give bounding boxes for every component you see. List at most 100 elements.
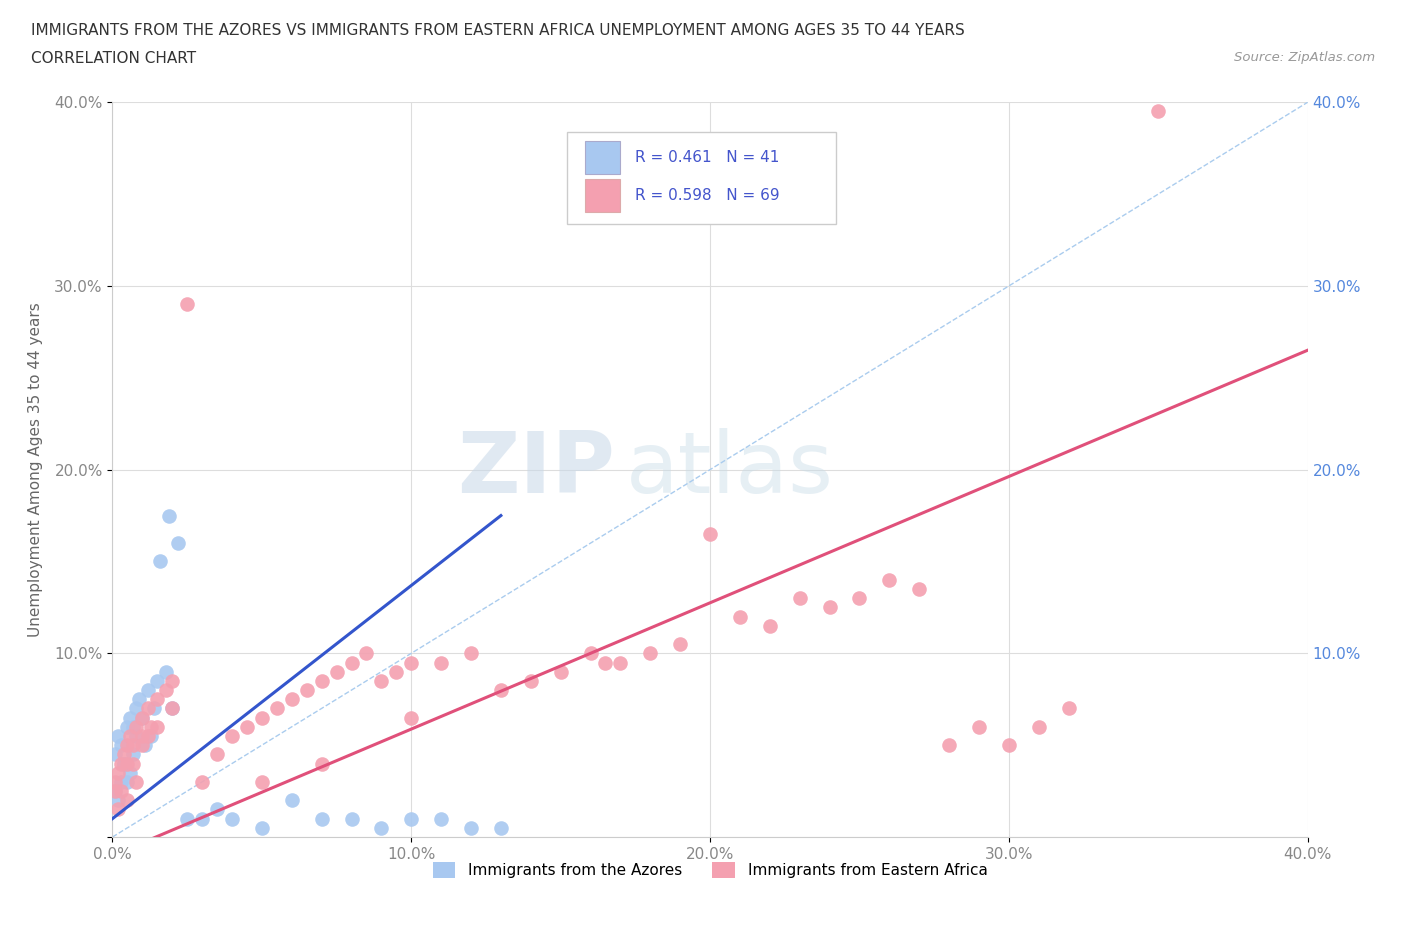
Point [879, 572, 901, 588]
Point [191, 775, 214, 790]
Point [107, 802, 129, 817]
Point [1147, 104, 1170, 119]
Point [110, 737, 132, 752]
Point [128, 692, 150, 707]
Point [120, 728, 142, 743]
Point [728, 609, 751, 624]
Text: IMMIGRANTS FROM THE AZORES VS IMMIGRANTS FROM EASTERN AFRICA UNEMPLOYMENT AMONG : IMMIGRANTS FROM THE AZORES VS IMMIGRANTS… [31, 23, 965, 38]
Point [938, 737, 960, 752]
Y-axis label: Unemployment Among Ages 35 to 44 years: Unemployment Among Ages 35 to 44 years [28, 302, 44, 637]
Point [489, 683, 512, 698]
Point [157, 508, 180, 523]
Point [114, 756, 135, 771]
Point [908, 581, 931, 596]
Point [669, 637, 692, 652]
Text: atlas: atlas [627, 428, 834, 512]
Point [125, 775, 148, 790]
Point [311, 811, 333, 826]
Point [107, 728, 129, 743]
Point [117, 720, 139, 735]
Point [117, 756, 139, 771]
Point [110, 784, 132, 799]
Point [370, 820, 392, 835]
Point [281, 692, 304, 707]
Point [110, 756, 132, 771]
Point [789, 591, 811, 605]
FancyBboxPatch shape [585, 179, 620, 212]
Point [311, 673, 333, 688]
Point [401, 811, 423, 826]
Point [520, 673, 543, 688]
Point [131, 711, 153, 725]
Point [143, 701, 166, 716]
Point [401, 711, 423, 725]
Point [266, 701, 288, 716]
FancyBboxPatch shape [567, 132, 835, 223]
Legend: Immigrants from the Azores, Immigrants from Eastern Africa: Immigrants from the Azores, Immigrants f… [426, 857, 994, 884]
Point [640, 645, 662, 660]
Point [162, 673, 183, 688]
Point [250, 820, 273, 835]
Point [134, 737, 156, 752]
Point [356, 645, 378, 660]
Point [125, 728, 148, 743]
Point [998, 737, 1021, 752]
Point [221, 811, 243, 826]
Point [430, 655, 453, 670]
Point [104, 747, 127, 762]
Point [281, 792, 304, 807]
Point [146, 673, 169, 688]
Point [162, 701, 183, 716]
Point [122, 737, 145, 752]
Point [120, 711, 142, 725]
Text: R = 0.461   N = 41: R = 0.461 N = 41 [634, 150, 779, 165]
Point [141, 728, 163, 743]
Text: ZIP: ZIP [457, 428, 614, 512]
Point [236, 720, 259, 735]
Point [818, 600, 841, 615]
Point [162, 701, 183, 716]
Point [401, 655, 423, 670]
Point [107, 792, 129, 807]
Point [460, 645, 482, 660]
Point [117, 737, 139, 752]
Point [191, 811, 214, 826]
Point [579, 645, 602, 660]
Point [221, 728, 243, 743]
Point [550, 664, 572, 679]
Point [114, 756, 135, 771]
Point [759, 618, 782, 633]
Point [176, 297, 198, 312]
Point [385, 664, 408, 679]
Point [250, 711, 273, 725]
Point [848, 591, 870, 605]
Point [1057, 701, 1080, 716]
Point [122, 720, 145, 735]
Point [131, 728, 153, 743]
Point [141, 720, 163, 735]
Point [430, 811, 453, 826]
Point [138, 683, 160, 698]
Point [149, 554, 172, 569]
Text: CORRELATION CHART: CORRELATION CHART [31, 51, 195, 66]
Point [340, 655, 363, 670]
Point [125, 701, 148, 716]
Point [117, 792, 139, 807]
Point [967, 720, 990, 735]
Point [595, 655, 617, 670]
Point [1028, 720, 1050, 735]
Point [167, 536, 190, 551]
Point [131, 737, 153, 752]
Point [107, 765, 129, 780]
Point [609, 655, 631, 670]
Point [131, 711, 153, 725]
Text: Source: ZipAtlas.com: Source: ZipAtlas.com [1234, 51, 1375, 64]
Point [104, 784, 127, 799]
Point [138, 701, 160, 716]
Point [138, 728, 160, 743]
Point [155, 683, 177, 698]
Point [104, 784, 127, 799]
Point [250, 775, 273, 790]
Point [699, 526, 721, 541]
Point [120, 765, 142, 780]
